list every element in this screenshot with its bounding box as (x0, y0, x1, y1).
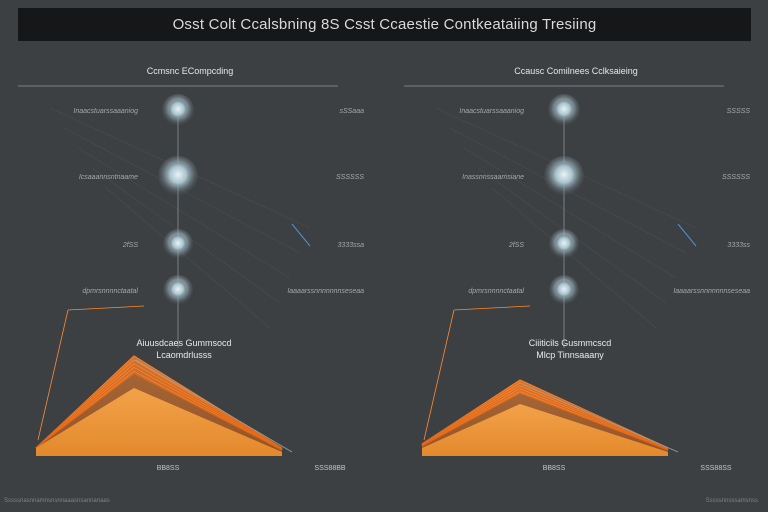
guide-line (463, 147, 677, 279)
guide-line (77, 147, 291, 279)
node-label-left: Icsaaannsntnaame (79, 174, 138, 181)
pointer-line (453, 305, 531, 311)
pointer-line (37, 309, 69, 441)
node-point (550, 162, 578, 190)
chart-title: Osst Colt Ccalsbning 8S Csst Ccaestie Co… (18, 8, 751, 41)
area-edge (135, 359, 293, 453)
guide-line (491, 187, 657, 329)
chart-panel-right: Ccausc Comilnees Cclksaieing Inaacstuars… (396, 48, 756, 488)
chart-left: Inaacstuarssaaaniog sSSaaa Icsaaannsntnaam… (18, 85, 365, 472)
chart-panel-left: Ccmsnc ECompcding Inaacstuarssaaaniog sSS… (10, 48, 370, 488)
node-label-right: 3333ssa (338, 242, 365, 249)
panel-title-left: Ccmsnc ECompcding (146, 66, 234, 76)
node-label-right: SSSSSS (336, 174, 364, 181)
node-point (554, 100, 574, 120)
node-label-left: Inaacstuarssaaaniog (73, 108, 138, 115)
node-point (168, 100, 188, 120)
node-point (169, 235, 187, 253)
node-label-right: Iaaaarssnnnnnnnseseaa (673, 288, 750, 295)
annotation-text: Mlcp Tinnsaaany (536, 350, 604, 360)
node-label-right: SSSSS (727, 108, 751, 115)
node-label-left: Inassnnssaamsiane (462, 174, 524, 181)
node-label-right: SSSSSS (722, 174, 750, 181)
footnote-right: Sssssnnsssamsnss (705, 498, 758, 504)
node-point (164, 162, 192, 190)
node-point (555, 235, 573, 253)
chart-right: Inaacstuarssaaaniog SSSSS Inassnnssaamsian… (404, 85, 751, 472)
category-label: SSS88SS (700, 465, 731, 472)
annotation-text: Lcaomdrlusss (156, 350, 212, 360)
node-label-left: dpmrsnnnnctaatal (82, 288, 138, 295)
node-label-left: Inaacstuarssaaaniog (459, 108, 524, 115)
category-label: BB8SS (157, 465, 180, 472)
node-label-left: 2fSS (122, 242, 139, 249)
panel-title-right: Ccausc Comilnees Cclksaieing (514, 66, 638, 76)
node-label-left: 2fSS (508, 242, 525, 249)
node-point (169, 281, 187, 299)
pointer-line (423, 309, 455, 441)
node-point (555, 281, 573, 299)
category-label: SSS88BB (314, 465, 345, 472)
footnote-left: Sssssnasnnamnsnsnnaaasnsannanaas (4, 498, 110, 504)
node-label-left: dpmrsnnnnctaatal (468, 288, 524, 295)
category-label: BB8SS (543, 465, 566, 472)
node-label-right: Iaaaarssnnnnnnnseseaa (287, 288, 364, 295)
accent-line (677, 223, 697, 247)
accent-line (291, 223, 311, 247)
node-label-right: sSSaaa (339, 108, 364, 115)
node-label-right: 3333ss (727, 242, 750, 249)
pointer-line (67, 305, 145, 311)
guide-line (105, 187, 271, 329)
area-inner-series (422, 404, 668, 456)
annotation-text: Aiuusdcaes Gummsocd (136, 338, 231, 348)
annotation-text: Ciiiticils Gusmmcscd (529, 338, 612, 348)
area-edge (521, 383, 679, 453)
area-inner-series (36, 388, 282, 456)
